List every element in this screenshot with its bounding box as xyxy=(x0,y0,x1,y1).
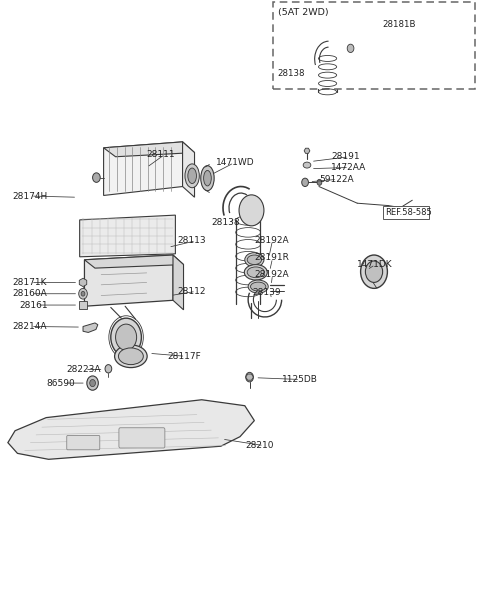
Ellipse shape xyxy=(251,282,266,291)
Circle shape xyxy=(79,288,87,299)
Text: 1125DB: 1125DB xyxy=(282,375,318,384)
Text: 28117F: 28117F xyxy=(167,352,201,361)
FancyBboxPatch shape xyxy=(273,2,476,89)
Text: 28210: 28210 xyxy=(246,441,274,450)
Circle shape xyxy=(116,324,137,350)
Polygon shape xyxy=(84,255,173,306)
FancyBboxPatch shape xyxy=(383,205,429,219)
Polygon shape xyxy=(182,142,194,197)
Circle shape xyxy=(360,255,387,288)
Text: 28223A: 28223A xyxy=(67,365,101,374)
Text: 28138: 28138 xyxy=(277,69,305,78)
Ellipse shape xyxy=(245,253,264,267)
Polygon shape xyxy=(83,323,98,333)
Text: 28112: 28112 xyxy=(178,287,206,296)
Ellipse shape xyxy=(115,345,147,368)
Circle shape xyxy=(81,291,85,296)
Text: 86590: 86590 xyxy=(46,378,75,387)
Polygon shape xyxy=(104,142,182,195)
Text: 28160A: 28160A xyxy=(12,289,48,298)
Ellipse shape xyxy=(204,171,211,186)
FancyBboxPatch shape xyxy=(79,301,87,309)
Text: 28161: 28161 xyxy=(19,300,48,310)
Ellipse shape xyxy=(201,166,214,190)
Circle shape xyxy=(317,179,322,185)
Circle shape xyxy=(93,173,100,182)
Text: 28171K: 28171K xyxy=(12,278,47,287)
Ellipse shape xyxy=(188,168,196,183)
Text: 28139: 28139 xyxy=(252,288,281,297)
Text: 28181B: 28181B xyxy=(383,20,416,29)
FancyBboxPatch shape xyxy=(67,435,100,450)
Ellipse shape xyxy=(244,264,267,280)
Polygon shape xyxy=(84,255,183,268)
Polygon shape xyxy=(8,400,254,459)
Text: 28111: 28111 xyxy=(147,150,175,159)
Text: 1472AA: 1472AA xyxy=(331,163,366,172)
Text: (5AT 2WD): (5AT 2WD) xyxy=(278,8,329,17)
Ellipse shape xyxy=(303,162,311,168)
Circle shape xyxy=(111,318,142,356)
Circle shape xyxy=(239,195,264,226)
Text: REF.58-585: REF.58-585 xyxy=(385,208,432,217)
Polygon shape xyxy=(80,215,175,257)
Text: 28192A: 28192A xyxy=(254,270,289,279)
Circle shape xyxy=(90,380,96,387)
Ellipse shape xyxy=(247,267,264,278)
Circle shape xyxy=(347,44,354,53)
Circle shape xyxy=(246,373,253,382)
Text: 28138: 28138 xyxy=(211,219,240,227)
Polygon shape xyxy=(79,278,87,287)
Circle shape xyxy=(365,261,383,282)
Ellipse shape xyxy=(119,348,144,365)
Polygon shape xyxy=(246,374,253,380)
Text: 28191: 28191 xyxy=(331,152,360,161)
Text: 28174H: 28174H xyxy=(12,192,48,201)
Text: 28113: 28113 xyxy=(178,236,206,245)
Ellipse shape xyxy=(247,255,262,264)
Polygon shape xyxy=(104,142,194,157)
FancyBboxPatch shape xyxy=(119,427,165,448)
Ellipse shape xyxy=(185,164,199,187)
Text: 28191R: 28191R xyxy=(254,254,289,263)
Text: 1471DK: 1471DK xyxy=(357,260,393,269)
Circle shape xyxy=(105,365,112,373)
Text: 1471WD: 1471WD xyxy=(216,158,255,167)
Text: 59122A: 59122A xyxy=(319,175,354,184)
Text: 28192A: 28192A xyxy=(254,236,289,245)
Polygon shape xyxy=(173,255,183,310)
Circle shape xyxy=(302,178,309,186)
Polygon shape xyxy=(304,148,310,153)
Circle shape xyxy=(87,376,98,390)
Ellipse shape xyxy=(248,280,268,293)
Text: 28214A: 28214A xyxy=(12,322,47,331)
